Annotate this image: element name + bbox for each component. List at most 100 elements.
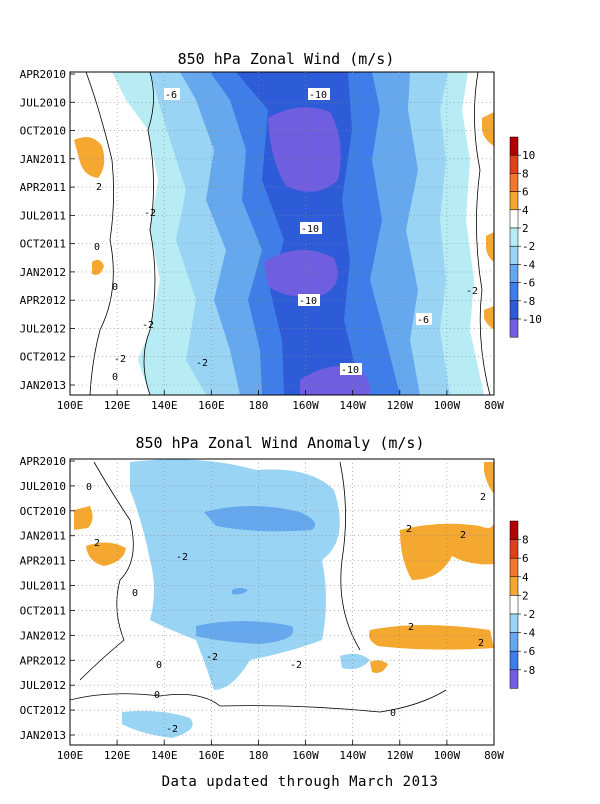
bot-clabel-3: 2	[406, 524, 412, 535]
top-xtick-label: 160E	[198, 399, 225, 412]
bot-clabel-1: 0	[86, 482, 92, 493]
bottom-ytick-label: JUL2010	[20, 480, 66, 493]
bottom-contour-0c	[339, 461, 361, 651]
top-colorbar-label: 10	[522, 149, 535, 162]
top-ytick-label: JUL2010	[20, 96, 66, 109]
top-colorbar-swatch	[509, 191, 519, 211]
top-west-3	[482, 112, 494, 146]
top-west-4	[486, 232, 494, 262]
top-colorbar-label: 4	[522, 204, 529, 217]
bottom-xtick-label: 140E	[151, 749, 178, 762]
bottom-colorbar-label: 8	[522, 534, 529, 547]
bot-clabel-11: 2	[94, 538, 100, 549]
top-colorbar-swatch	[509, 318, 519, 338]
top-xtick-label: 140W	[339, 399, 366, 412]
bottom-ytick-label: OCT2010	[20, 505, 66, 518]
top-colorbar-label: -2	[522, 240, 535, 253]
top-xtick-label: 180	[249, 399, 269, 412]
top-ytick-label: JAN2013	[20, 379, 66, 392]
top-colorbar-swatch	[509, 282, 519, 302]
top-contour-labels: -6 -10 -10 -10 -10 -6 -2 -2 -2 -2 0 0 0 …	[94, 88, 478, 383]
top-clabel-13: 0	[112, 372, 118, 383]
top-xtick-label: 80W	[484, 399, 504, 412]
bottom-ytick-label: JAN2011	[20, 530, 66, 543]
top-colorbar-label: 2	[522, 222, 529, 235]
bot-clabel-4: 2	[460, 530, 466, 541]
top-clabel-1: -6	[165, 90, 177, 101]
bottom-anom-minus2b	[122, 710, 193, 738]
bottom-contour-0b	[70, 689, 447, 713]
bottom-ytick-label: APR2012	[20, 654, 66, 667]
bottom-colorbar-swatch	[509, 557, 519, 578]
bot-clabel-12: 0	[156, 660, 162, 671]
bottom-anom-pos4	[484, 462, 494, 494]
top-ytick-label: OCT2010	[20, 125, 66, 138]
bottom-chart-title: 850 hPa Zonal Wind Anomaly (m/s)	[136, 434, 425, 452]
top-ytick-label: OCT2012	[20, 351, 66, 364]
top-frame	[69, 71, 495, 396]
bottom-xtick-label: 140W	[339, 749, 366, 762]
bottom-xtick-label: 100E	[57, 749, 84, 762]
bottom-anom-pos3	[400, 520, 494, 580]
top-colorbar-label: -4	[522, 258, 536, 271]
bottom-colorbar-swatch	[509, 520, 519, 540]
top-clabel-5: -10	[341, 365, 359, 376]
bottom-xtick-label: 80W	[484, 749, 504, 762]
top-west-2	[92, 259, 104, 275]
top-colorbar-swatch	[509, 173, 519, 192]
bot-clabel-13: 0	[154, 690, 160, 701]
top-ytick-label: JUL2012	[20, 322, 66, 335]
bot-clabel-8: -2	[290, 660, 302, 671]
top-clabel-11: 0	[94, 242, 100, 253]
top-colorbar-swatch	[509, 209, 519, 229]
top-ytick-label: JAN2012	[20, 266, 66, 279]
top-ytick-label: JAN2011	[20, 153, 66, 166]
bottom-ytick-label: JAN2013	[20, 729, 66, 742]
bot-clabel-5: -2	[176, 552, 188, 563]
bottom-ytick-label: JUL2012	[20, 679, 66, 692]
bottom-ytick-label: JAN2012	[20, 629, 66, 642]
bottom-xtick-label: 120W	[387, 749, 414, 762]
bottom-frame	[69, 458, 495, 746]
bottom-colorbar-label: -6	[522, 645, 535, 658]
top-colorbar-swatch	[509, 136, 519, 156]
bottom-ytick-label: OCT2012	[20, 704, 66, 717]
top-ytick-label: OCT2011	[20, 238, 66, 251]
bottom-anom-minus4c	[232, 588, 248, 595]
top-xtick-label: 100W	[434, 399, 461, 412]
bottom-colorbar-label: -8	[522, 664, 535, 677]
bottom-anom-pos5	[369, 625, 494, 650]
top-ytick-label: APR2011	[20, 181, 66, 194]
bottom-colorbar: 8 6 4 2 -2 -4 -6 -8	[509, 520, 536, 689]
bottom-colorbar-swatch	[509, 576, 519, 596]
bottom-ytick-label: APR2010	[20, 455, 66, 468]
bottom-ytick-label: JUL2011	[20, 580, 66, 593]
bottom-colorbar-label: 4	[522, 571, 529, 584]
bottom-xtick-label: 160W	[292, 749, 319, 762]
bottom-xtick-label: 160E	[198, 749, 225, 762]
top-clabel-15: 2	[96, 182, 102, 193]
top-colorbar-swatch	[509, 154, 519, 174]
bottom-colorbar-label: -2	[522, 608, 535, 621]
bottom-colorbar-label: -4	[522, 627, 536, 640]
top-colorbar-swatch	[509, 227, 519, 247]
top-colorbar-label: 8	[522, 167, 529, 180]
top-west-1	[74, 137, 105, 178]
bottom-anom-minus2c	[340, 653, 370, 669]
bottom-contour-0a	[79, 461, 134, 681]
top-clabel-6: -6	[417, 315, 429, 326]
top-clabel-10: -2	[466, 286, 478, 297]
top-colorbar-label: -8	[522, 295, 535, 308]
top-colorbar-swatch	[509, 245, 519, 265]
top-xtick-label: 160W	[292, 399, 319, 412]
bottom-colorbar-swatch	[509, 632, 519, 652]
bottom-anom-minus4	[204, 506, 316, 532]
bottom-xtick-label: 120E	[104, 749, 131, 762]
bottom-colorbar-swatch	[509, 669, 519, 689]
top-colorbar-label: 6	[522, 186, 529, 199]
top-axis-ticks: 100E 120E 140E 160E 180 160W 140W 120W 100W 80W AP…	[20, 68, 505, 412]
bottom-ytick-label: OCT2011	[20, 604, 66, 617]
bottom-contour-labels: 0 2 2 2 -2 0 -2 -2 2 2 2 0 0 -2 0	[86, 482, 486, 735]
top-xtick-label: 120W	[387, 399, 414, 412]
top-colorbar-label: -10	[522, 313, 542, 326]
